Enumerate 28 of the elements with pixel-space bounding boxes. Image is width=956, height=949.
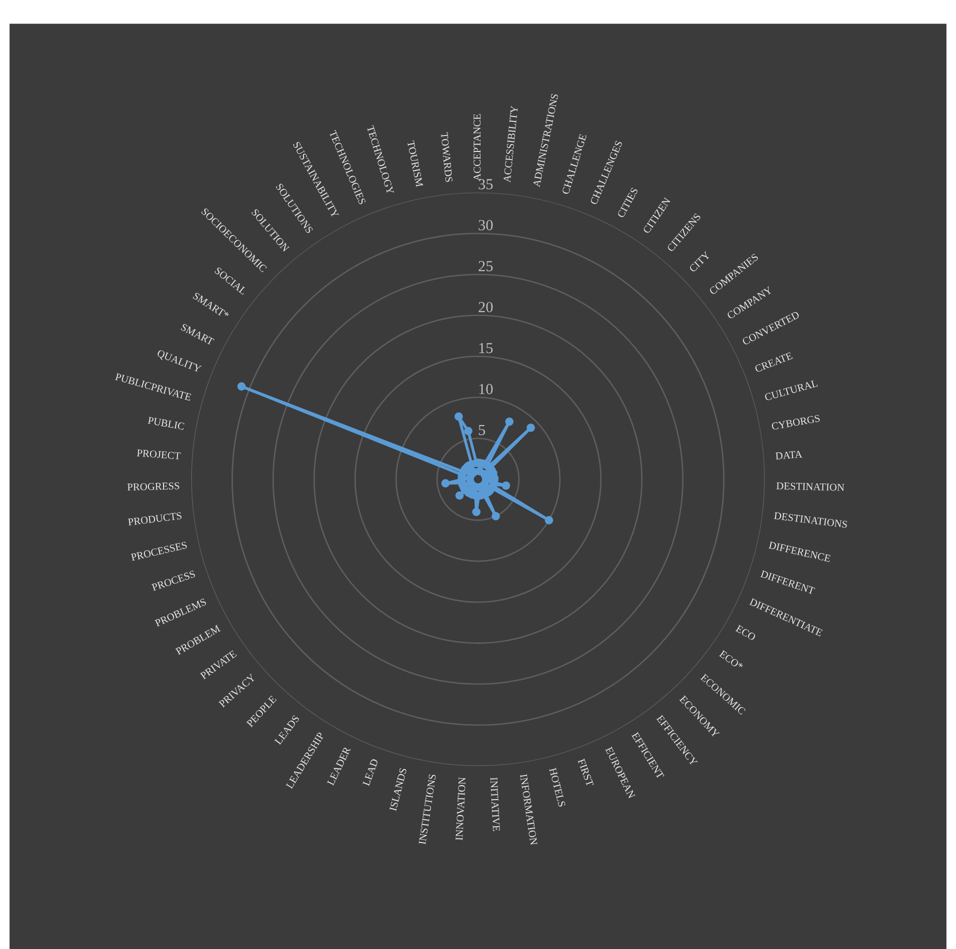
y-tick-label: 5 <box>478 425 486 436</box>
spoke-label: ISLANDS <box>389 768 407 812</box>
spoke-label: LEAD <box>362 758 378 786</box>
spoke-label: INITIATIVE <box>490 777 500 832</box>
spoke-label: TOWARDS <box>440 132 453 182</box>
spoke-label: DATA <box>775 450 802 460</box>
spoke-label: FIRST <box>578 758 594 787</box>
spoke-label: PRODUCTS <box>128 512 182 526</box>
y-tick-label: 15 <box>479 342 493 354</box>
spoke-label: HOTELS <box>549 768 566 808</box>
spoke-label: CYBORGS <box>771 414 820 430</box>
spoke-label: DESTINATIONS <box>774 512 848 528</box>
spoke-label: TOURISM <box>407 140 424 188</box>
spoke-label: PROGRESS <box>127 482 180 491</box>
spoke-label: ECO* <box>718 650 744 670</box>
y-tick-label: 35 <box>478 179 493 190</box>
spoke-label: PUBLIC <box>148 416 184 430</box>
y-tick-label: 30 <box>478 220 493 230</box>
spoke-label: INNOVATION <box>456 777 466 840</box>
spoke-label: INSTITUTIONS <box>418 774 436 845</box>
spoke-label: ACCEPTANCE <box>474 114 481 181</box>
spoke-label: DESTINATION <box>776 482 844 491</box>
spoke-label: INFORMATION <box>520 774 538 846</box>
y-tick-label: 10 <box>479 384 493 394</box>
y-tick-label: 20 <box>478 302 493 312</box>
spoke-label: PROJECT <box>136 449 181 460</box>
spoke-label: ACCESSIBILITY <box>503 106 518 183</box>
y-tick-label: 25 <box>478 261 493 272</box>
